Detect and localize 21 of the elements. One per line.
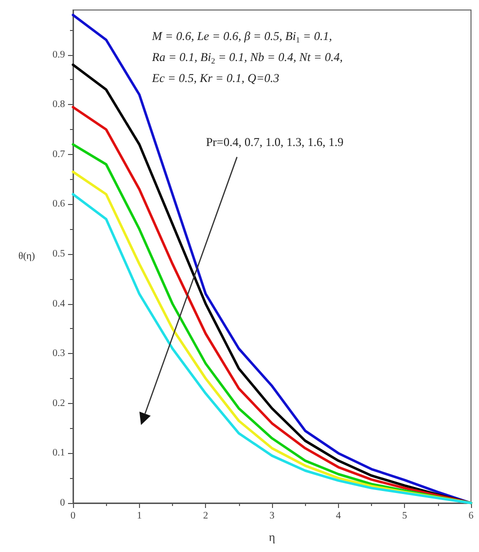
x-tick-label: 0 <box>70 510 76 522</box>
x-tick-label: 5 <box>402 510 408 522</box>
y-tick-label: 0.2 <box>52 398 65 409</box>
annotation: Pr=0.4, 0.7, 1.0, 1.3, 1.6, 1.9 <box>206 135 344 149</box>
annotation: Ec = 0.5, Kr = 0.1, Q=0.3 <box>151 71 280 85</box>
x-tick-label: 4 <box>336 510 341 522</box>
y-tick-label: 0.5 <box>52 248 65 260</box>
x-axis-title: η <box>268 530 276 544</box>
x-tick-label: 3 <box>270 510 274 522</box>
y-tick-label: 0.9 <box>52 49 65 60</box>
x-tick-label: 1 <box>136 510 142 522</box>
y-tick-label: 0.1 <box>52 448 65 459</box>
y-tick-label: 0.4 <box>52 298 65 310</box>
x-tick-label: 6 <box>468 510 474 522</box>
y-tick-label: 0.7 <box>52 148 65 160</box>
x-tick-label: 2 <box>203 510 208 522</box>
y-tick-label: 0.6 <box>52 198 65 210</box>
y-axis-title: θ(η) <box>18 251 35 262</box>
y-tick-label: 0 <box>60 498 65 508</box>
y-tick-label: 0.3 <box>52 348 65 360</box>
y-tick-label: 0.8 <box>52 99 65 110</box>
